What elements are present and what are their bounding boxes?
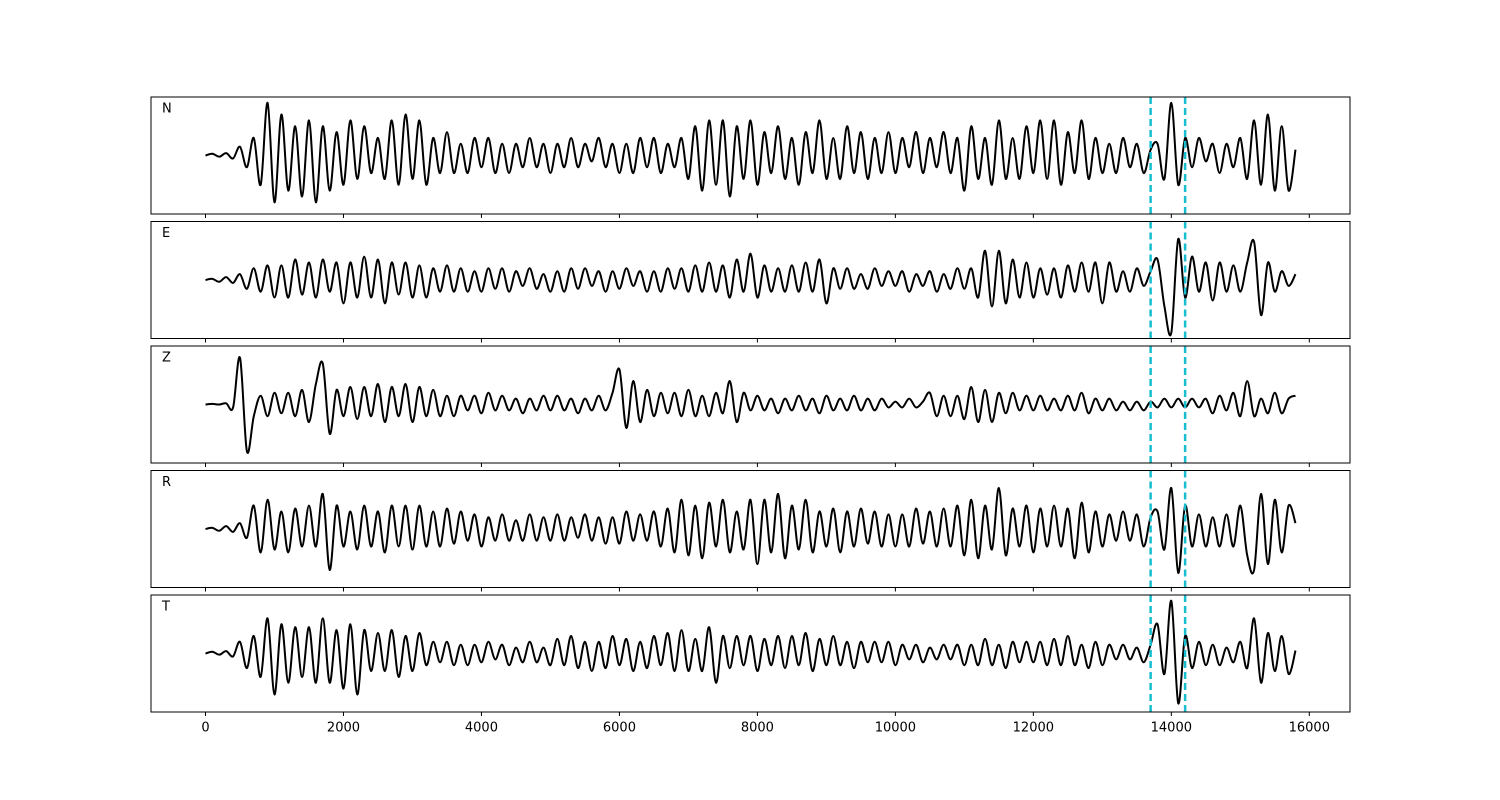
x-tick-label: 2000 <box>327 721 360 736</box>
panel-frame <box>150 221 1351 339</box>
trace-line <box>205 356 1296 454</box>
panel-label: N <box>162 102 172 117</box>
x-tick-label: 14000 <box>1151 721 1192 736</box>
panel-frame <box>150 96 1351 215</box>
x-tick-label: 6000 <box>603 721 636 736</box>
panel-label: T <box>161 600 170 615</box>
panel-frame <box>150 470 1351 588</box>
panel-frame <box>150 594 1351 713</box>
trace-line <box>205 238 1297 337</box>
panel-frame <box>150 345 1351 464</box>
panel-label: Z <box>162 351 171 366</box>
trace-line <box>205 101 1297 204</box>
x-tick-label: 4000 <box>465 721 498 736</box>
panel-label: R <box>162 475 171 490</box>
x-tick-label: 10000 <box>875 721 916 736</box>
trace-line <box>205 599 1297 705</box>
trace-line <box>205 487 1297 575</box>
x-tick-label: 0 <box>201 721 209 736</box>
panel-label: E <box>162 226 170 241</box>
x-tick-label: 16000 <box>1289 721 1330 736</box>
x-tick-label: 12000 <box>1013 721 1054 736</box>
x-tick-label: 8000 <box>741 721 774 736</box>
